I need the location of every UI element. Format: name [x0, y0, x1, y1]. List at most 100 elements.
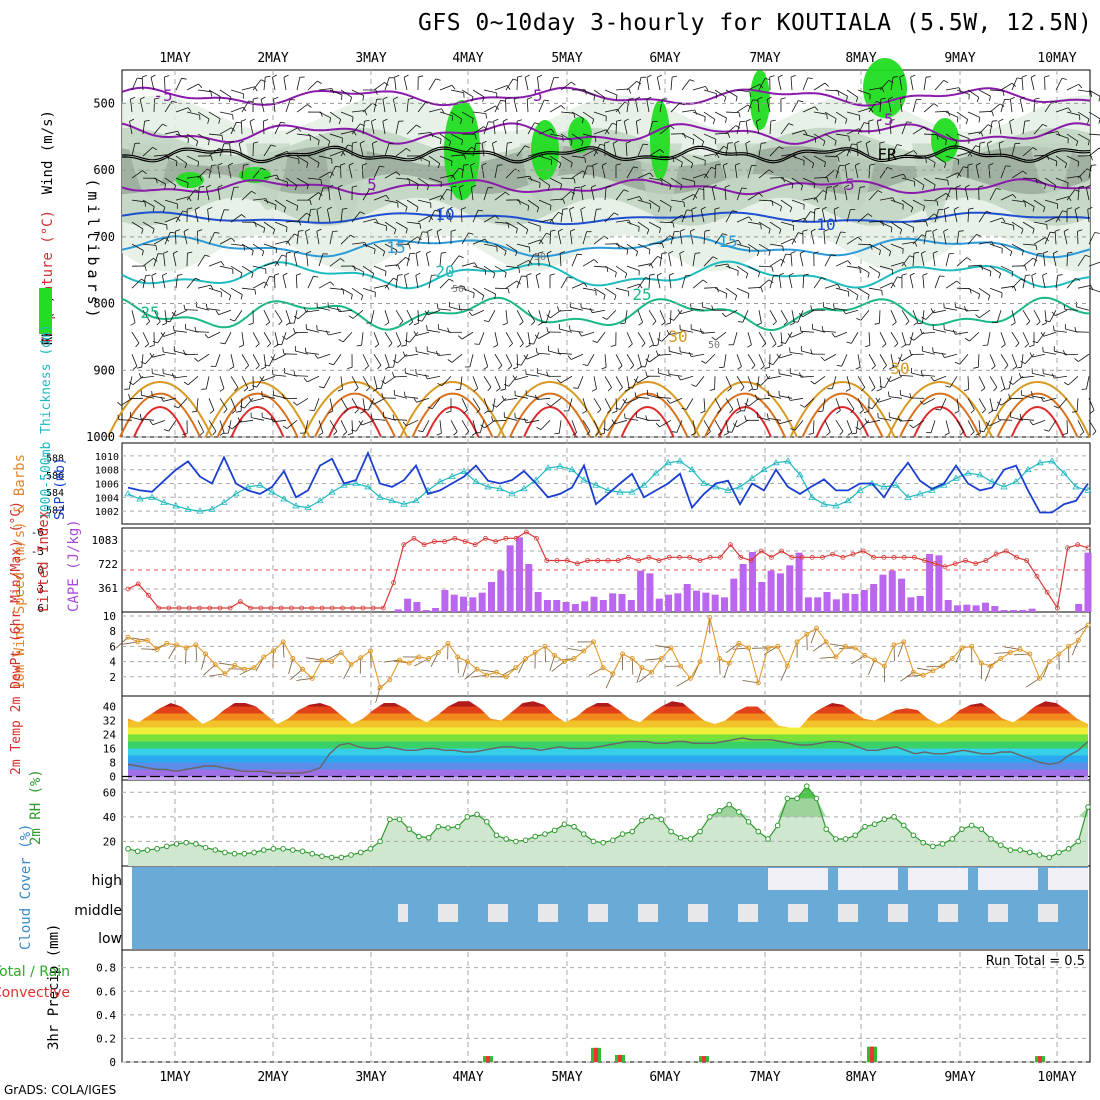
wind-barb: [296, 177, 309, 185]
wind-barb: [439, 174, 453, 179]
wind-barb: [483, 121, 489, 135]
wind-barb-flag: [779, 229, 782, 235]
wind-barb-flag: [296, 205, 299, 211]
wind-barb: [395, 310, 404, 322]
wind-barb: [317, 307, 331, 311]
cloud-gap-middle: [748, 904, 758, 922]
wind-barb: [648, 242, 663, 245]
wind-barb: [1055, 275, 1059, 289]
wind-barb: [1022, 121, 1026, 135]
wind-barb: [1000, 165, 1006, 179]
wind-barb: [120, 397, 133, 406]
thickness-point: [628, 488, 636, 495]
wind-barb: [1087, 209, 1090, 223]
wind-barb: [538, 233, 547, 245]
wind-barb: [164, 232, 171, 245]
wind-barb-flag: [1042, 272, 1048, 276]
wind-barb: [846, 265, 860, 269]
wind10m-barb: [780, 665, 788, 681]
wind-barb-flag: [724, 185, 730, 188]
wind-barb-flag: [826, 431, 831, 436]
wind-barb: [1011, 332, 1020, 344]
wind-barb: [362, 376, 371, 388]
cloud-gap-middle: [638, 904, 648, 922]
wind-barb: [371, 121, 375, 135]
wind-barb: [382, 99, 386, 113]
cloud-gap-middle: [448, 904, 458, 922]
cloud-gap-high: [768, 868, 778, 890]
wind-barb-flag: [925, 158, 927, 164]
wind-barb: [593, 420, 600, 433]
wind-barb: [549, 155, 562, 164]
wind-barb: [824, 111, 837, 120]
wind-barb: [241, 332, 245, 346]
wind-barb-flag: [269, 276, 275, 278]
wind-barb-flag: [381, 393, 384, 398]
wind-barb: [619, 398, 628, 410]
wind-barb: [194, 209, 199, 223]
wind-barb: [461, 165, 464, 179]
slp-tick-label: 1004: [95, 493, 119, 504]
rh2m-point: [668, 828, 674, 835]
wind-barb-flag: [306, 212, 311, 217]
lifted-index-point: [462, 539, 468, 544]
wind-barb-flag: [607, 387, 612, 392]
wind-barb: [846, 287, 859, 296]
wind-barb-flag: [978, 430, 984, 433]
wind-barb-flag: [926, 230, 932, 232]
wind-barb: [197, 187, 200, 201]
ylabel-cape: CAPE (J/kg): [66, 519, 82, 612]
wind-barb: [681, 79, 691, 91]
temp-contour-label: 30: [668, 327, 687, 346]
wind-barb: [537, 397, 551, 400]
wind-barb-flag: [531, 321, 536, 326]
wind10m-barb: [195, 644, 198, 661]
wind-barb: [483, 287, 496, 295]
wind-barb-flag: [704, 116, 706, 122]
wind-barb-flag: [976, 234, 982, 237]
wind-barb-flag: [615, 407, 621, 410]
pressure-tick-label: 900: [93, 363, 115, 377]
wind-barb: [612, 143, 617, 157]
thickness-point: [820, 500, 828, 507]
wind-barb-flag: [618, 365, 623, 370]
wind10m-point: [949, 656, 955, 662]
wind-barb-flag: [1024, 120, 1030, 122]
wind-barb: [821, 209, 826, 223]
temp-contour-minus5: [121, 122, 1091, 145]
wind10m-barb: [462, 661, 468, 678]
wind-barb-flag: [922, 184, 925, 191]
wind-barb: [593, 287, 606, 296]
wind-barb: [527, 177, 541, 184]
wind-barb: [483, 105, 496, 113]
wind-barb: [856, 143, 859, 157]
wind-barb: [186, 111, 200, 116]
wind-barb: [835, 287, 849, 292]
wind-barb: [318, 253, 324, 267]
wind-barb-flag: [274, 273, 280, 276]
rh2m-point: [571, 823, 577, 830]
wind-barb: [196, 306, 210, 311]
wind-barb: [513, 99, 518, 113]
wind-barb-flag: [1032, 340, 1038, 344]
wind-barb-flag: [384, 82, 389, 86]
wind-barb: [172, 253, 177, 267]
wind-barb-flag: [294, 185, 298, 191]
wind-barb: [857, 107, 871, 113]
wind-barb-flag: [210, 91, 212, 97]
wind-barb-flag: [888, 391, 890, 397]
rh-tick-label: 40: [103, 811, 116, 824]
wind-barb: [252, 243, 265, 252]
wind-barb: [601, 165, 606, 179]
wind-barb: [934, 192, 947, 201]
wind-barb: [163, 397, 177, 402]
cape-bar: [758, 582, 766, 612]
cloud-gap-high: [788, 868, 798, 890]
wind-barb-flag: [705, 86, 709, 91]
wind-barb: [648, 177, 662, 181]
lifted-index-point: [871, 554, 876, 560]
wind-barb: [197, 111, 210, 120]
wind-barb-flag: [426, 185, 430, 191]
wind-barb-flag: [341, 94, 343, 100]
wind-barb-flag: [1072, 410, 1078, 413]
